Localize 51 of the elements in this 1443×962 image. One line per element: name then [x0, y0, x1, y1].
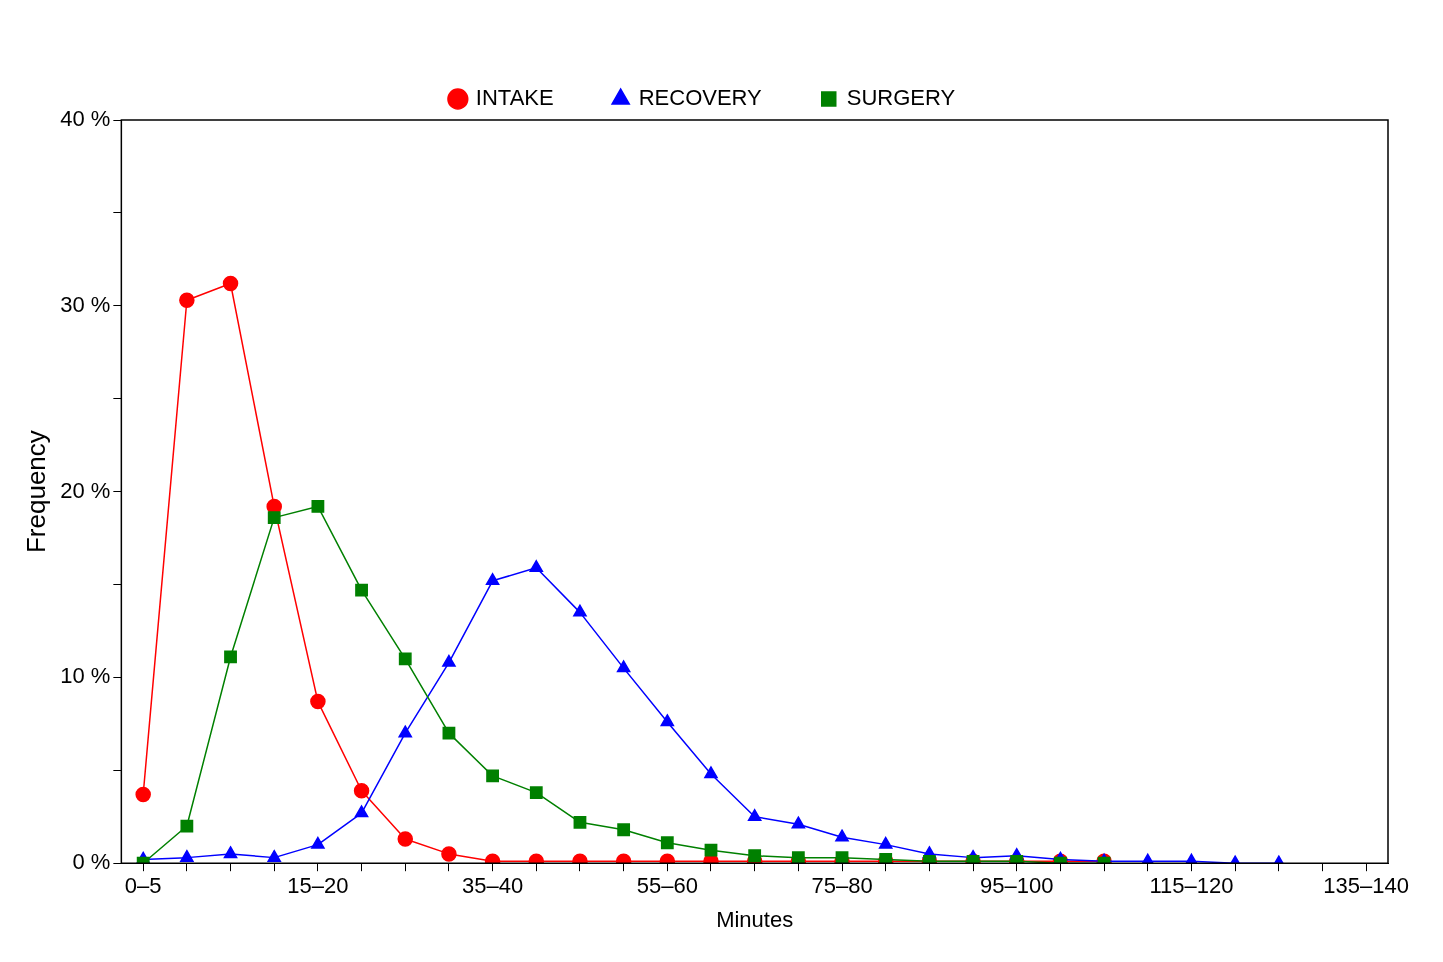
point — [179, 292, 195, 308]
point — [486, 769, 500, 783]
point — [791, 816, 806, 829]
y-tick-label: 0 % — [72, 849, 111, 875]
point — [267, 511, 281, 525]
legend-label: RECOVERY — [638, 85, 763, 111]
point — [223, 846, 238, 859]
legend-label: INTAKE — [475, 85, 554, 111]
point — [224, 650, 237, 664]
x-tick-label: 115–120 — [1149, 873, 1234, 899]
point — [180, 849, 194, 862]
point — [180, 819, 194, 833]
point — [573, 604, 587, 617]
point — [529, 560, 544, 573]
x-tick-label: 0–5 — [124, 873, 162, 899]
point — [704, 843, 718, 857]
point — [442, 654, 456, 667]
point — [355, 583, 368, 597]
point — [878, 836, 893, 849]
point — [354, 805, 369, 818]
point — [442, 726, 456, 740]
point — [267, 849, 282, 862]
point — [660, 714, 675, 727]
x-tick-label: 135–140 — [1323, 873, 1409, 899]
point — [222, 275, 239, 292]
point — [398, 652, 412, 666]
x-tick-label: 35–40 — [462, 873, 524, 899]
point — [529, 786, 543, 799]
x-tick-label: 55–60 — [636, 873, 698, 899]
point — [398, 725, 413, 738]
x-tick-label: 75–80 — [811, 873, 873, 899]
point — [573, 815, 587, 829]
point — [310, 693, 326, 710]
y-tick-label: 40 % — [60, 106, 111, 132]
y-tick-label: 10 % — [60, 663, 111, 689]
point — [353, 782, 370, 799]
point — [311, 836, 325, 849]
y-axis-title: Frequency — [20, 430, 51, 554]
x-axis-title: Minutes — [716, 906, 794, 932]
point — [747, 809, 762, 821]
x-tick-label: 15–20 — [287, 873, 349, 899]
point — [135, 786, 151, 803]
x-tick-label: 95–100 — [980, 873, 1054, 899]
y-tick-label: 30 % — [60, 291, 111, 317]
point — [704, 766, 718, 779]
legend-label: SURGERY — [846, 85, 956, 111]
point — [616, 660, 631, 673]
point — [311, 500, 325, 513]
y-tick-label: 20 % — [60, 477, 111, 503]
point — [835, 829, 849, 842]
point — [485, 573, 500, 586]
